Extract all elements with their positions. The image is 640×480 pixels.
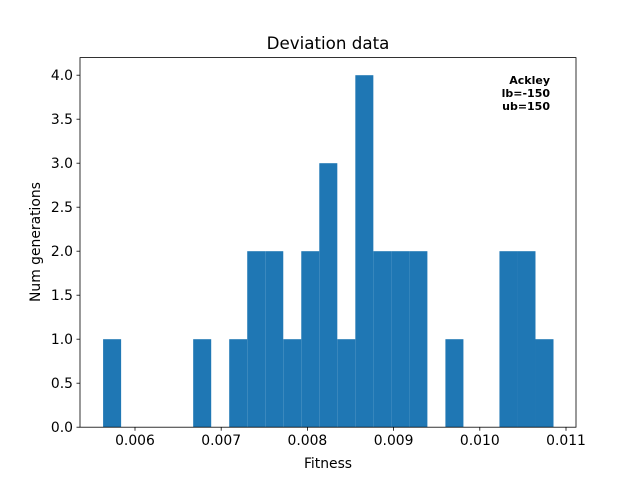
bar bbox=[229, 339, 248, 428]
y-tick-label: 0.0 bbox=[51, 420, 73, 436]
chart-title: Deviation data bbox=[267, 33, 390, 53]
bar bbox=[283, 339, 302, 428]
x-tick-label: 0.008 bbox=[288, 433, 328, 449]
y-axis-label: Num generations bbox=[28, 182, 44, 302]
y-tick-label: 4.0 bbox=[51, 68, 73, 84]
bar bbox=[445, 339, 464, 428]
bar bbox=[373, 251, 392, 428]
x-tick-label: 0.007 bbox=[201, 433, 241, 449]
x-tick-label: 0.009 bbox=[374, 433, 414, 449]
y-tick-label: 2.5 bbox=[51, 200, 73, 216]
bar bbox=[337, 339, 356, 428]
x-tick-label: 0.011 bbox=[546, 433, 586, 449]
bar bbox=[103, 339, 122, 428]
bar bbox=[499, 251, 518, 428]
bar bbox=[391, 251, 410, 428]
bar bbox=[265, 251, 284, 428]
y-tick-label: 1.5 bbox=[51, 288, 73, 304]
x-tick-label: 0.006 bbox=[115, 433, 155, 449]
bar bbox=[319, 163, 338, 428]
annotation: ub=150 bbox=[502, 100, 550, 113]
x-axis-label: Fitness bbox=[304, 456, 352, 472]
y-tick-label: 3.0 bbox=[51, 156, 73, 172]
bar bbox=[193, 339, 212, 428]
x-tick-label: 0.010 bbox=[460, 433, 500, 449]
bar bbox=[355, 75, 374, 428]
bar bbox=[247, 251, 266, 428]
bar bbox=[301, 251, 320, 428]
y-tick-label: 2.0 bbox=[51, 244, 73, 260]
bar bbox=[535, 339, 554, 428]
y-tick-label: 3.5 bbox=[51, 112, 73, 128]
axes-frame bbox=[79, 57, 577, 428]
annotation: Ackley bbox=[509, 74, 550, 87]
bar bbox=[517, 251, 536, 428]
bar bbox=[409, 251, 428, 428]
y-tick-label: 1.0 bbox=[51, 332, 73, 348]
annotation: lb=-150 bbox=[502, 87, 551, 100]
y-tick-label: 0.5 bbox=[51, 376, 73, 392]
